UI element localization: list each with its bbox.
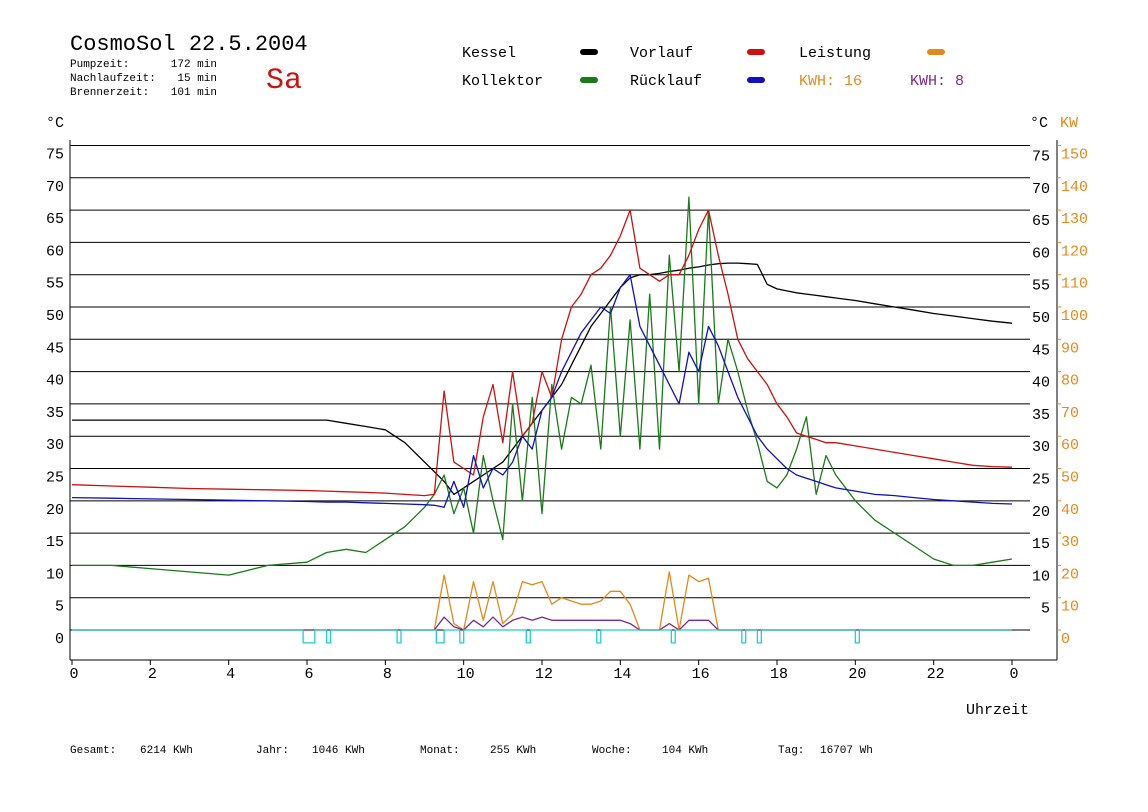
- footer-label: Monat:: [420, 745, 460, 757]
- y-right-tick-label: 75: [1032, 148, 1050, 165]
- footer-label: Woche:: [592, 745, 632, 757]
- x-tick-label: 20: [848, 666, 866, 683]
- y2-tick-label: 10: [1061, 599, 1079, 616]
- y-right-tick-label: 30: [1032, 439, 1050, 456]
- x-tick-label: 0: [1009, 666, 1018, 683]
- y-right-tick-label: 10: [1032, 568, 1050, 585]
- legend-label: Leistung: [799, 45, 871, 62]
- y-right-tick-label: 45: [1032, 342, 1050, 359]
- series-line: [72, 571, 1012, 631]
- y2-tick-label: 110: [1061, 276, 1088, 293]
- info-label: Nachlaufzeit:: [70, 73, 156, 85]
- x-tick-label: 10: [457, 666, 475, 683]
- y2-tick-label: 150: [1061, 146, 1088, 163]
- series-line: [72, 262, 1013, 496]
- series-line: [72, 616, 1012, 631]
- y-right-tick-label: 70: [1032, 181, 1050, 198]
- info-label: Brennerzeit:: [70, 87, 149, 99]
- info-value: 172 min: [171, 59, 217, 71]
- footer-value: 104 KWh: [662, 745, 708, 757]
- y-tick-label: 65: [46, 211, 64, 228]
- y-tick-label: 5: [55, 599, 64, 616]
- series-line: [72, 629, 1012, 644]
- info-value: 101 min: [171, 87, 217, 99]
- footer-value: 6214 KWh: [140, 745, 193, 757]
- y-tick-label: 70: [46, 179, 64, 196]
- legend-label: Vorlauf: [630, 45, 693, 62]
- legend-label: Kessel: [462, 45, 516, 62]
- y-right-tick-label: 50: [1032, 310, 1050, 327]
- y-right-tick-label: 55: [1032, 278, 1050, 295]
- y-tick-label: 15: [46, 534, 64, 551]
- y-right-tick-label: 40: [1032, 375, 1050, 392]
- y-tick-label: 45: [46, 340, 64, 357]
- y2-tick-label: 0: [1061, 631, 1070, 648]
- y-tick-label: 50: [46, 308, 64, 325]
- y2-tick-label: 140: [1061, 179, 1088, 196]
- series-line: [71, 274, 1013, 508]
- x-tick-label: 12: [535, 666, 553, 683]
- y2-tick-label: 100: [1061, 308, 1088, 325]
- series-line: [72, 196, 1013, 576]
- y-right-tick-label: 25: [1032, 472, 1050, 489]
- footer-label: Jahr:: [256, 745, 289, 757]
- day-label: Sa: [266, 64, 302, 98]
- legend-label: Kollektor: [462, 73, 543, 90]
- legend-label: Rücklauf: [630, 73, 702, 90]
- x-tick-label: 14: [613, 666, 631, 683]
- y2-tick-label: 50: [1061, 470, 1079, 487]
- kwh-label: KWH: 8: [910, 73, 964, 90]
- y2-tick-label: 30: [1061, 534, 1079, 551]
- x-tick-label: 8: [383, 666, 392, 683]
- y2-tick-label: 90: [1061, 340, 1079, 357]
- y2-tick-label: 40: [1061, 502, 1079, 519]
- y2-tick-label: 70: [1061, 405, 1079, 422]
- y-unit: °C: [46, 115, 64, 132]
- x-tick-label: 4: [226, 666, 235, 683]
- y2-tick-label: 60: [1061, 437, 1079, 454]
- x-tick-label: 18: [770, 666, 788, 683]
- x-axis-label: Uhrzeit: [966, 702, 1029, 719]
- footer-value: 255 KWh: [490, 745, 536, 757]
- y2-tick-label: 80: [1061, 373, 1079, 390]
- x-tick-label: 6: [304, 666, 313, 683]
- info-value: 15 min: [177, 73, 217, 85]
- footer-label: Tag:: [778, 745, 804, 757]
- x-tick-label: 16: [692, 666, 710, 683]
- footer-value: 16707 Wh: [820, 745, 873, 757]
- y-right-tick-label: 15: [1032, 536, 1050, 553]
- y-tick-label: 55: [46, 276, 64, 293]
- y-tick-label: 35: [46, 405, 64, 422]
- x-tick-label: 2: [148, 666, 157, 683]
- chart-title: CosmoSol 22.5.2004: [70, 32, 308, 57]
- y-tick-label: 0: [55, 631, 64, 648]
- y-right-tick-label: 60: [1032, 245, 1050, 262]
- y2-unit: °C: [1030, 115, 1048, 132]
- x-tick-label: 22: [927, 666, 945, 683]
- series-line: [71, 209, 1013, 497]
- y-tick-label: 75: [46, 146, 64, 163]
- y-tick-label: 20: [46, 502, 64, 519]
- footer-label: Gesamt:: [70, 745, 116, 757]
- y2-tick-label: 130: [1061, 211, 1088, 228]
- y-tick-label: 30: [46, 437, 64, 454]
- y-tick-label: 10: [46, 566, 64, 583]
- y-right-tick-label: 5: [1041, 601, 1050, 618]
- x-tick-label: 0: [69, 666, 78, 683]
- y-right-tick-label: 35: [1032, 407, 1050, 424]
- kwh-label: KWH: 16: [799, 73, 862, 90]
- footer-value: 1046 KWh: [312, 745, 365, 757]
- y2-unit: KW: [1060, 115, 1078, 132]
- y-tick-label: 25: [46, 470, 64, 487]
- info-label: Pumpzeit:: [70, 59, 129, 71]
- y-tick-label: 60: [46, 243, 64, 260]
- y-right-tick-label: 65: [1032, 213, 1050, 230]
- y-tick-label: 40: [46, 373, 64, 390]
- y2-tick-label: 20: [1061, 566, 1079, 583]
- y-right-tick-label: 20: [1032, 504, 1050, 521]
- y2-tick-label: 120: [1061, 243, 1088, 260]
